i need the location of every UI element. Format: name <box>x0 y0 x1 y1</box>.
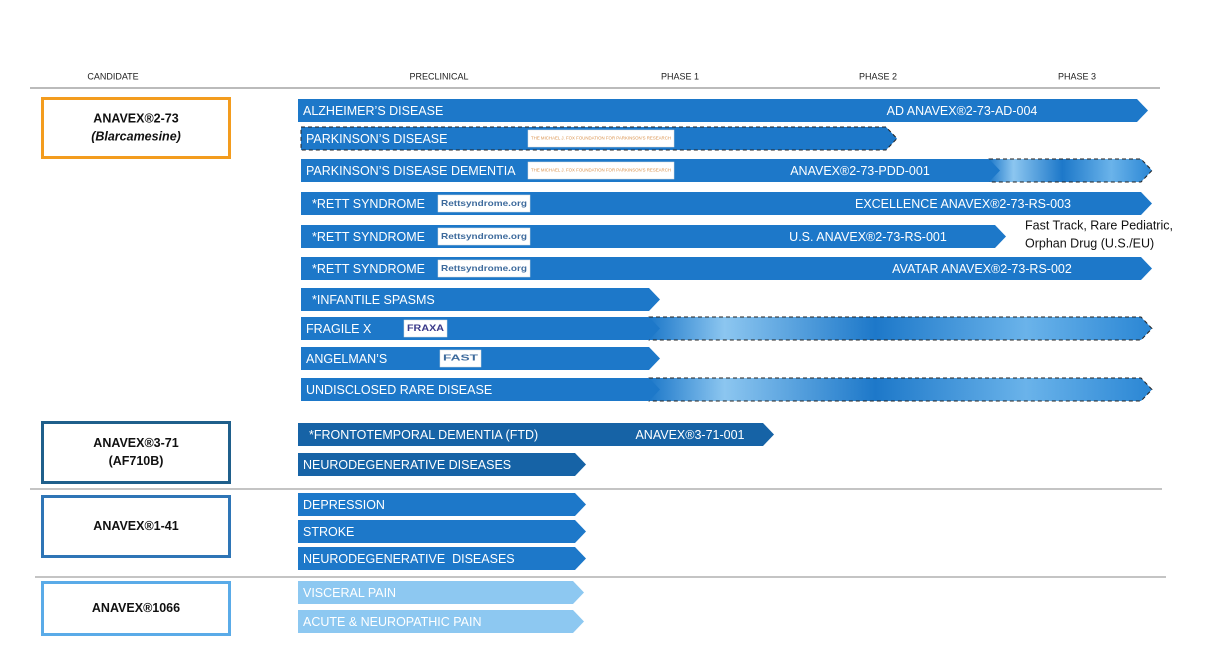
partner-logo <box>437 194 531 213</box>
indication: ACUTE & NEUROPATHIC PAIN <box>303 615 482 629</box>
indication: NEURODEGENERATIVE DISEASES <box>303 552 515 566</box>
candidate-name: ANAVEX®1-41 <box>93 519 178 533</box>
progress-bar <box>298 520 586 543</box>
trial-name: ANAVEX®3-71-001 <box>635 428 744 442</box>
indication: UNDISCLOSED RARE DISEASE <box>306 383 492 397</box>
progress-bar <box>298 547 586 570</box>
progress-bar <box>298 453 586 476</box>
partner-logo <box>403 319 448 338</box>
indication: *RETT SYNDROME <box>312 197 425 211</box>
partner-name: Rettsyndrome.org <box>441 263 527 273</box>
partner-name: THE MICHAEL J. FOX FOUNDATION FOR PARKIN… <box>531 136 671 141</box>
partner-name: FRAXA <box>407 323 445 333</box>
candidate-alias: (AF710B) <box>109 454 164 468</box>
progress-bar <box>298 581 584 604</box>
progress-bar <box>301 317 660 340</box>
column-header: PHASE 2 <box>859 71 897 81</box>
candidate-name: ANAVEX®3-71 <box>93 436 178 450</box>
candidate-name: ANAVEX®2-73 <box>93 111 178 125</box>
indication: PARKINSON’S DISEASE <box>306 132 447 146</box>
partner-name: FAST <box>443 354 478 363</box>
designation-note: Fast Track, Rare Pediatric, <box>1025 218 1173 232</box>
indication: STROKE <box>303 525 354 539</box>
indication: DEPRESSION <box>303 498 385 512</box>
candidate-box <box>41 97 231 159</box>
trial-name: AVATAR ANAVEX®2-73-RS-002 <box>892 262 1072 276</box>
planned-extension <box>648 377 1153 402</box>
candidate-box <box>41 581 231 636</box>
column-header: PHASE 1 <box>661 71 699 81</box>
planned-extension <box>988 158 1153 183</box>
trial-name: EXCELLENCE ANAVEX®2-73-RS-003 <box>855 197 1071 211</box>
partner-logo <box>527 129 675 148</box>
indication: NEURODEGENERATIVE DISEASES <box>303 458 511 472</box>
indication: FRAGILE X <box>306 322 372 336</box>
designation-note: Orphan Drug (U.S./EU) <box>1025 236 1154 250</box>
partner-logo <box>437 227 531 246</box>
trial-name: U.S. ANAVEX®2-73-RS-001 <box>789 230 947 244</box>
progress-bar <box>298 493 586 516</box>
progress-bar <box>301 378 660 401</box>
progress-bar <box>298 610 584 633</box>
column-header: CANDIDATE <box>87 71 138 81</box>
partner-name: THE MICHAEL J. FOX FOUNDATION FOR PARKIN… <box>531 168 671 173</box>
column-header: PRECLINICAL <box>409 71 468 81</box>
partner-logo <box>437 259 531 278</box>
trial-name: AD ANAVEX®2-73-AD-004 <box>887 104 1038 118</box>
candidate-box <box>41 495 231 558</box>
indication: VISCERAL PAIN <box>303 586 396 600</box>
indication: ALZHEIMER’S DISEASE <box>303 104 443 118</box>
candidate-alias: (Blarcamesine) <box>91 129 181 143</box>
indication: ANGELMAN’S <box>306 352 387 366</box>
column-header: PHASE 3 <box>1058 71 1096 81</box>
progress-bar <box>298 99 1148 122</box>
planned-extension <box>648 316 1153 341</box>
partner-name: Rettsyndrome.org <box>441 231 527 241</box>
indication: *RETT SYNDROME <box>312 230 425 244</box>
partner-logo <box>527 161 675 180</box>
progress-bar <box>301 288 660 311</box>
partner-name: Rettsyndrome.org <box>441 198 527 208</box>
indication: *FRONTOTEMPORAL DEMENTIA (FTD) <box>309 428 538 442</box>
trial-name: ANAVEX®2-73-PDD-001 <box>790 164 930 178</box>
indication: *INFANTILE SPASMS <box>312 293 435 307</box>
indication: *RETT SYNDROME <box>312 262 425 276</box>
progress-bar <box>298 423 774 446</box>
indication: PARKINSON’S DISEASE DEMENTIA <box>306 164 516 178</box>
partner-logo <box>439 349 482 368</box>
candidate-name: ANAVEX®1066 <box>92 601 180 615</box>
candidate-box <box>41 421 231 484</box>
